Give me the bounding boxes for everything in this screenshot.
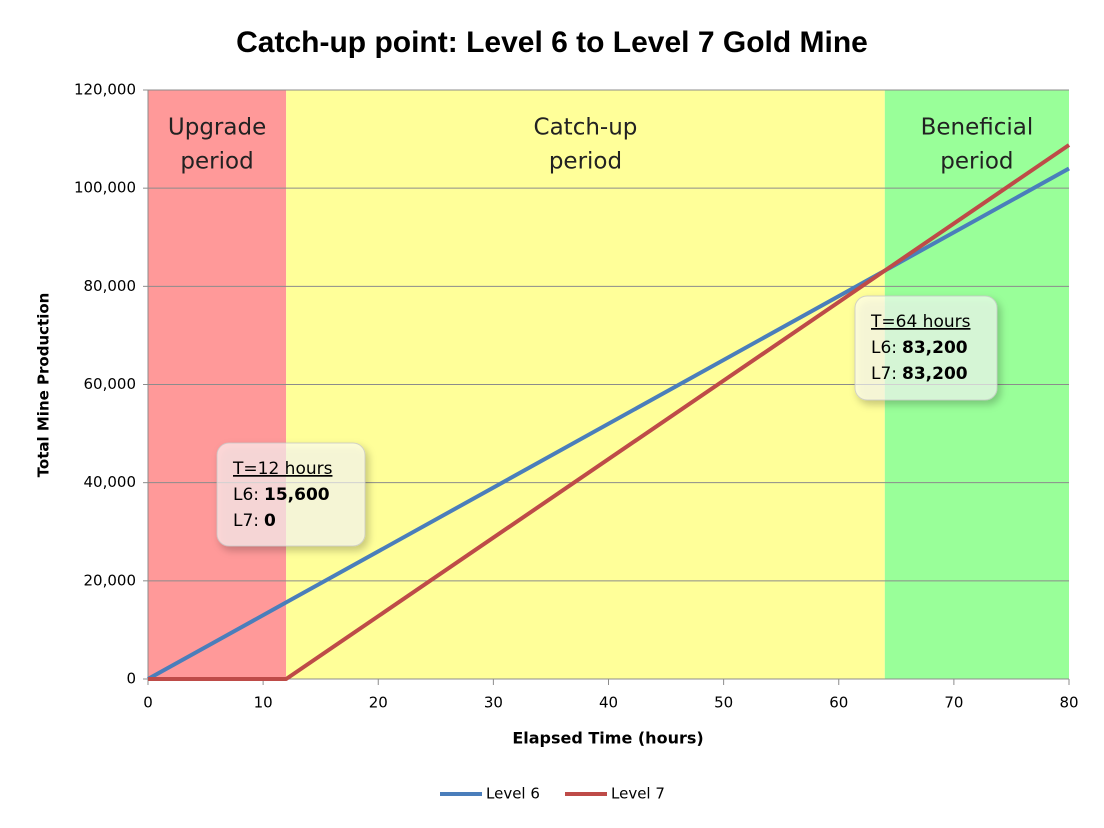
x-tick-label: 40 bbox=[599, 694, 618, 712]
x-tick-label: 80 bbox=[1059, 694, 1078, 712]
callout-line: L6: 15,600 bbox=[233, 485, 330, 505]
x-axis-label: Elapsed Time (hours) bbox=[512, 729, 703, 748]
y-tick-label: 80,000 bbox=[84, 277, 137, 295]
callout-label: L7: bbox=[233, 511, 259, 531]
x-tick-label: 30 bbox=[484, 694, 503, 712]
region-label: period bbox=[549, 149, 622, 175]
callout-label: L6: bbox=[871, 338, 897, 358]
callout-line: L6: 83,200 bbox=[871, 338, 968, 358]
x-tick-label: 20 bbox=[369, 694, 388, 712]
region-label: Upgrade bbox=[168, 115, 266, 141]
region-label: period bbox=[940, 149, 1013, 175]
y-axis-label: Total Mine Production bbox=[35, 293, 53, 478]
x-tick-label: 70 bbox=[944, 694, 963, 712]
x-tick-label: 50 bbox=[714, 694, 733, 712]
callout-value: 83,200 bbox=[902, 364, 968, 384]
callout-title: T=12 hours bbox=[232, 459, 333, 479]
y-tick-label: 100,000 bbox=[74, 179, 136, 197]
callout-line: L7: 0 bbox=[233, 511, 276, 531]
callout-box bbox=[216, 442, 366, 547]
callout-label: L7: bbox=[871, 364, 897, 384]
y-tick-label: 40,000 bbox=[84, 473, 137, 491]
callout-value: 83,200 bbox=[902, 338, 968, 358]
y-tick-label: 120,000 bbox=[74, 81, 136, 99]
x-tick-label: 0 bbox=[143, 694, 153, 712]
callout-value: 0 bbox=[264, 511, 276, 531]
legend-label: Level 6 bbox=[486, 785, 540, 803]
y-tick-label: 20,000 bbox=[84, 571, 137, 589]
region-label: Beneficial bbox=[921, 115, 1034, 141]
legend-label: Level 7 bbox=[611, 785, 665, 803]
y-tick-label: 60,000 bbox=[84, 375, 137, 393]
callout-value: 15,600 bbox=[264, 485, 330, 505]
region-label: period bbox=[180, 149, 253, 175]
series-line bbox=[148, 143, 1071, 681]
callout-line: L7: 83,200 bbox=[871, 364, 968, 384]
chart-title: Catch-up point: Level 6 to Level 7 Gold … bbox=[236, 26, 868, 59]
x-tick-label: 10 bbox=[254, 694, 273, 712]
callout-title: T=64 hours bbox=[870, 312, 971, 332]
series-line bbox=[147, 166, 1070, 681]
callout-label: L6: bbox=[233, 485, 259, 505]
x-tick-label: 60 bbox=[829, 694, 848, 712]
region-label: Catch-up bbox=[534, 115, 638, 141]
callout-box bbox=[854, 295, 998, 401]
y-tick-label: 0 bbox=[126, 670, 136, 688]
